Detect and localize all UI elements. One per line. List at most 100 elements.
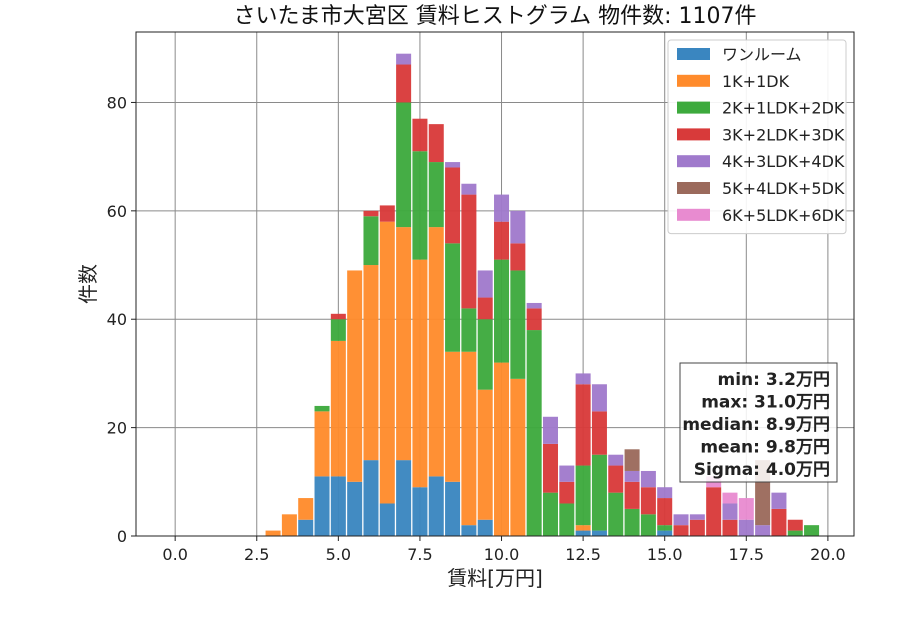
bar-segment — [771, 508, 787, 536]
bar-segment — [445, 351, 461, 482]
bar-segment — [787, 530, 803, 536]
bar-segment — [559, 481, 575, 504]
x-tick-label: 10.0 — [484, 545, 520, 564]
bar-segment — [461, 351, 477, 526]
x-tick-label: 17.5 — [728, 545, 764, 564]
bar-segment — [265, 530, 281, 536]
bar-segment — [379, 221, 395, 504]
legend-swatch — [677, 182, 710, 194]
bar-segment — [608, 454, 624, 466]
histogram-bars — [265, 53, 820, 536]
x-tick-label: 5.0 — [326, 545, 351, 564]
bar-segment — [281, 514, 297, 536]
bar-segment — [542, 492, 558, 536]
stats-line: mean: 9.8万円 — [700, 438, 830, 458]
bar-segment — [445, 167, 461, 244]
bar-segment — [428, 476, 444, 536]
bar-segment — [477, 297, 493, 320]
legend-swatch — [677, 155, 710, 168]
y-tick-label: 0 — [117, 527, 127, 546]
bar-segment — [379, 205, 395, 222]
bar-segment — [624, 481, 640, 509]
legend-swatch — [677, 208, 710, 221]
legend-swatch — [677, 48, 710, 60]
bar-segment — [640, 470, 656, 488]
bar-segment — [559, 503, 575, 536]
bar-segment — [412, 487, 428, 536]
bar-segment — [640, 487, 656, 515]
bar-segment — [461, 525, 477, 536]
bar-segment — [624, 508, 640, 536]
bar-segment — [494, 221, 510, 260]
bar-segment — [510, 243, 526, 271]
y-tick-label: 20 — [107, 419, 127, 438]
bar-segment — [608, 465, 624, 493]
bar-segment — [575, 530, 591, 536]
axis-ticks: 0.0 2.5 5.0 7.5 10.0 12.5 15.0 17.5 20.0 0 20 40 60 8… — [107, 93, 846, 564]
legend-label: 3K+2LDK+3DK — [722, 125, 845, 144]
bar-segment — [755, 525, 771, 536]
legend-label: ワンルーム — [722, 45, 802, 64]
bar-segment — [396, 53, 412, 65]
bar-segment — [526, 330, 542, 536]
bar-segment — [738, 519, 754, 536]
plot-frame — [135, 31, 855, 537]
bar-segment — [298, 519, 314, 536]
x-tick-label: 7.5 — [407, 545, 432, 564]
y-tick-label: 80 — [107, 93, 127, 112]
legend-box — [667, 39, 847, 235]
bar-segment — [363, 460, 379, 536]
bar-segment — [542, 416, 558, 444]
bar-segment — [673, 514, 689, 526]
bar-segment — [494, 194, 510, 222]
legend-label: 6K+5LDK+6DK — [722, 206, 845, 225]
x-tick-label: 20.0 — [810, 545, 846, 564]
bar-segment — [673, 525, 689, 536]
stats-line: Sigma: 4.0万円 — [694, 460, 830, 480]
legend-label: 2K+1LDK+2DK — [722, 99, 845, 118]
bar-segment — [477, 270, 493, 298]
bar-segment — [428, 124, 444, 163]
bar-segment — [510, 210, 526, 244]
x-tick-label: 0.0 — [162, 545, 187, 564]
bar-segment — [461, 308, 477, 352]
stats-line: median: 8.9万円 — [682, 415, 830, 435]
bar-segment — [804, 525, 820, 536]
bar-segment — [722, 492, 738, 504]
bar-segment — [510, 378, 526, 536]
bar-segment — [363, 210, 379, 217]
bar-segment — [412, 259, 428, 488]
bar-segment — [624, 449, 640, 471]
y-tick-label: 40 — [107, 310, 127, 329]
bar-segment — [706, 487, 722, 536]
bar-segment — [477, 519, 493, 536]
bar-segment — [298, 498, 314, 520]
bar-segment — [591, 384, 607, 412]
bar-segment — [722, 503, 738, 520]
bar-segment — [347, 481, 363, 536]
bar-segment — [591, 530, 607, 536]
stats-line: max: 31.0万円 — [701, 393, 830, 413]
x-tick-label: 12.5 — [565, 545, 601, 564]
bar-segment — [379, 503, 395, 536]
bar-segment — [330, 476, 346, 536]
legend-label: 4K+3LDK+4DK — [722, 152, 845, 171]
bar-segment — [461, 194, 477, 309]
bar-segment — [396, 460, 412, 536]
bar-segment — [445, 243, 461, 352]
bar-segment — [412, 118, 428, 152]
bar-segment — [624, 470, 640, 482]
bar-segment — [771, 492, 787, 509]
bar-segment — [559, 465, 575, 482]
bar-segment — [494, 259, 510, 363]
bar-segment — [314, 405, 330, 412]
bar-segment — [428, 227, 444, 477]
bar-segment — [575, 373, 591, 385]
bar-segment — [526, 302, 542, 309]
legend-swatch — [677, 128, 710, 141]
legend-swatch — [677, 101, 710, 114]
bar-segment — [494, 362, 510, 536]
bar-segment — [657, 487, 673, 499]
x-axis-label: 賃料[万円] — [447, 566, 543, 590]
